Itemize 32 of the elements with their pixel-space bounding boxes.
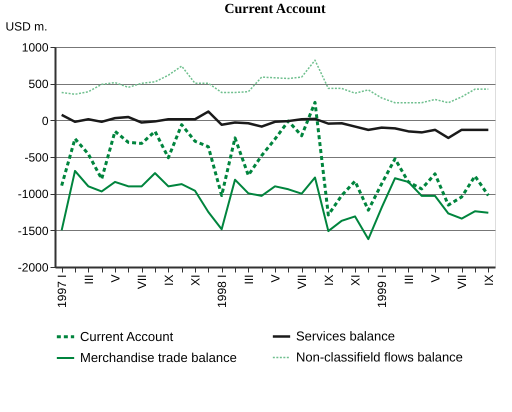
x-tick-label: 1998 I: [215, 274, 230, 308]
x-tick-label: VII: [455, 274, 470, 290]
x-tick-label: V: [108, 274, 122, 283]
x-tick-label: XI: [188, 274, 202, 286]
x-tick-label: 1999 I: [375, 274, 390, 308]
y-tick-label: 500: [28, 77, 49, 92]
x-tick-label: XI: [348, 274, 362, 286]
y-tick-label: -2000: [18, 260, 49, 274]
legend-label: Merchandise trade balance: [80, 350, 237, 365]
y-axis-title: USD m.: [6, 20, 48, 34]
x-tick-label: VII: [295, 274, 310, 290]
line-series: [60, 59, 490, 104]
chart-title: Current Account: [224, 2, 326, 17]
x-tick-label: 1997 I: [55, 274, 70, 308]
legend-label: Services balance: [296, 328, 395, 344]
y-tick-label: -500: [24, 150, 49, 164]
x-tick-label: III: [242, 274, 256, 285]
x-tick-label: V: [428, 274, 442, 283]
x-tick-label: VII: [135, 274, 150, 290]
x-tick-label: IX: [482, 274, 496, 286]
y-tick-label: -1000: [18, 187, 49, 202]
y-tick-label: 0: [42, 114, 49, 128]
legend-label: Current Account: [80, 328, 174, 344]
x-tick-label: IX: [322, 274, 336, 286]
line-series: [60, 110, 490, 140]
x-tick-label: V: [268, 274, 282, 283]
x-tick-label: III: [82, 274, 96, 285]
x-tick-label: IX: [162, 274, 176, 286]
y-tick-label: -1500: [18, 224, 49, 238]
legend-label: Non-classifield flows balance: [296, 350, 463, 364]
y-tick-label: 1000: [22, 40, 49, 54]
x-tick-label: III: [402, 274, 416, 285]
